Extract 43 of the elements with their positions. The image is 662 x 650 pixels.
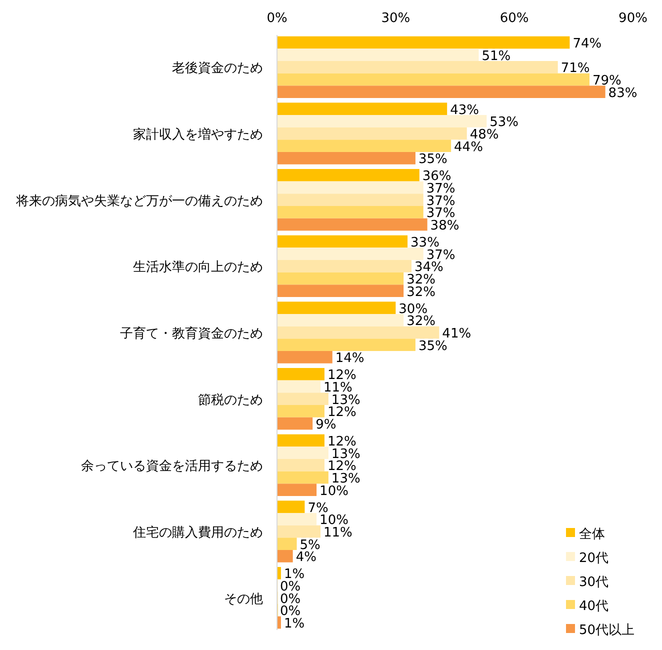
data-label: 83% — [608, 86, 638, 101]
y-tick-label: その他 — [224, 592, 263, 607]
y-tick-label: 節税のため — [198, 392, 263, 408]
data-label: 7% — [308, 500, 328, 516]
data-label: 12% — [327, 434, 356, 450]
legend-label: 50代以上 — [579, 623, 635, 638]
data-label: 41% — [442, 326, 472, 342]
y-tick-label: 老後資金のため — [172, 61, 263, 76]
data-label: 13% — [331, 472, 360, 486]
data-label: 44% — [454, 140, 483, 155]
data-label: 32% — [406, 284, 436, 300]
legend-label: 全体 — [579, 527, 605, 542]
y-tick-label: 生活水準の向上のため — [133, 260, 263, 276]
legend-label: 20代 — [579, 551, 609, 566]
y-tick-label: 余っている資金を活用するため — [81, 459, 263, 474]
data-label: 0% — [280, 579, 301, 594]
x-tick-label: 60% — [500, 11, 529, 26]
y-tick-label: 将来の病気や失業など万が一の備えのため — [15, 194, 263, 209]
data-label: 33% — [410, 235, 440, 250]
data-label: 11% — [324, 380, 352, 396]
data-label: 37% — [426, 182, 456, 196]
legend-label: 40代 — [579, 599, 609, 614]
x-tick-label: 30% — [381, 11, 410, 26]
data-label: 14% — [335, 351, 364, 366]
data-label: 10% — [320, 484, 348, 499]
data-label: 9% — [316, 418, 336, 433]
data-label: 71% — [560, 61, 590, 76]
data-label: 74% — [572, 36, 602, 52]
data-label: 11% — [324, 525, 352, 540]
data-label: 43% — [450, 102, 479, 118]
y-tick-label: 家計収入を増やすため — [133, 126, 263, 143]
data-label: 38% — [430, 218, 460, 234]
data-label: 51% — [482, 48, 511, 64]
data-label: 35% — [418, 338, 448, 354]
legend-label: 30代 — [579, 575, 609, 590]
y-tick-label: 住宅の購入費用のため — [132, 524, 263, 540]
data-label: 35% — [418, 152, 448, 168]
data-label: 4% — [296, 550, 316, 566]
y-tick-label: 子育て・教育資金のため — [120, 326, 263, 342]
data-label: 32% — [406, 314, 436, 330]
x-tick-label: 90% — [618, 11, 648, 26]
data-label: 1% — [284, 616, 305, 632]
x-tick-label: 0% — [266, 11, 288, 26]
